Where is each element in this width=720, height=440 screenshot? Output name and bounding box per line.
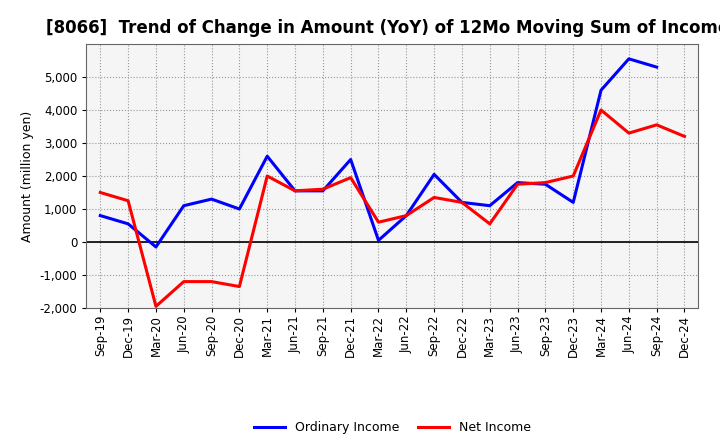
Ordinary Income [207, 196, 216, 202]
Net Income [458, 200, 467, 205]
Net Income [402, 213, 410, 218]
Net Income [263, 173, 271, 179]
Net Income [569, 173, 577, 179]
Net Income [318, 187, 327, 192]
Net Income [96, 190, 104, 195]
Net Income [513, 182, 522, 187]
Net Income [179, 279, 188, 284]
Line: Ordinary Income: Ordinary Income [100, 59, 657, 247]
Legend: Ordinary Income, Net Income: Ordinary Income, Net Income [248, 416, 536, 439]
Y-axis label: Amount (million yen): Amount (million yen) [21, 110, 34, 242]
Ordinary Income [96, 213, 104, 218]
Ordinary Income [346, 157, 355, 162]
Ordinary Income [458, 200, 467, 205]
Net Income [597, 107, 606, 113]
Net Income [624, 130, 633, 136]
Ordinary Income [179, 203, 188, 209]
Ordinary Income [624, 56, 633, 62]
Ordinary Income [597, 88, 606, 93]
Title: [8066]  Trend of Change in Amount (YoY) of 12Mo Moving Sum of Incomes: [8066] Trend of Change in Amount (YoY) o… [46, 19, 720, 37]
Net Income [152, 304, 161, 309]
Ordinary Income [374, 238, 383, 243]
Line: Net Income: Net Income [100, 110, 685, 306]
Ordinary Income [402, 213, 410, 218]
Ordinary Income [652, 64, 661, 70]
Ordinary Income [541, 182, 550, 187]
Ordinary Income [152, 244, 161, 249]
Net Income [291, 188, 300, 194]
Ordinary Income [569, 200, 577, 205]
Net Income [346, 175, 355, 180]
Net Income [541, 180, 550, 185]
Net Income [124, 198, 132, 203]
Net Income [235, 284, 243, 289]
Ordinary Income [124, 221, 132, 227]
Ordinary Income [235, 206, 243, 212]
Ordinary Income [513, 180, 522, 185]
Ordinary Income [318, 188, 327, 194]
Net Income [207, 279, 216, 284]
Net Income [430, 195, 438, 200]
Ordinary Income [485, 203, 494, 209]
Net Income [485, 221, 494, 227]
Ordinary Income [263, 154, 271, 159]
Net Income [374, 220, 383, 225]
Ordinary Income [430, 172, 438, 177]
Net Income [680, 134, 689, 139]
Ordinary Income [291, 188, 300, 194]
Net Income [652, 122, 661, 128]
